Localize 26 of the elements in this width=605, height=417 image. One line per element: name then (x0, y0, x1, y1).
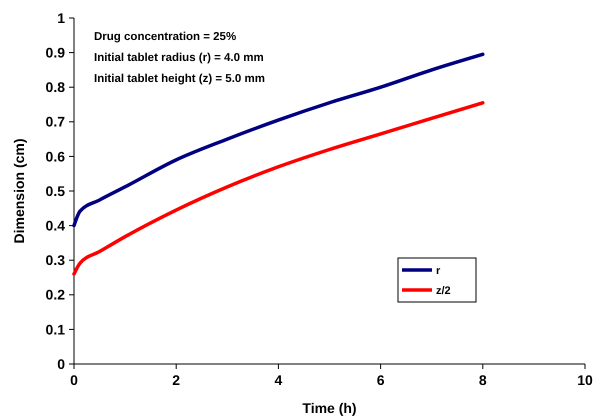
y-tick-label: 0.1 (46, 321, 66, 338)
x-tick-label: 8 (478, 372, 487, 388)
y-axis-title: Dimension (cm) (11, 138, 27, 244)
legend-label: r (436, 264, 441, 277)
line-series (72, 101, 485, 276)
y-tick-label: 0.5 (46, 182, 66, 199)
x-tick-label: 4 (274, 372, 282, 388)
y-tick-label: 0.2 (46, 286, 66, 303)
x-tick-label: 10 (577, 372, 593, 388)
y-tick-label: 1 (57, 10, 66, 26)
y-tick-label: 0.8 (46, 79, 66, 96)
x-tick-label: 0 (70, 372, 78, 388)
y-tick-label: 0 (57, 356, 66, 372)
annotation: Initial tablet height (z) = 5.0 mm (94, 73, 265, 85)
x-axis-title: Time (h) (302, 400, 357, 416)
legend-label: z/2 (436, 284, 451, 297)
y-tick-label: 0.3 (46, 252, 66, 268)
y-tick-label: 0.6 (46, 148, 66, 164)
line-series (72, 52, 485, 228)
x-tick-label: 6 (376, 372, 385, 388)
y-tick-label: 0.4 (46, 218, 66, 234)
y-tick-label: 0.9 (46, 44, 66, 60)
annotation: Initial tablet radius (r) = 4.0 mm (94, 52, 264, 64)
y-tick-label: 0.7 (46, 114, 66, 130)
annotation: Drug concentration = 25% (94, 31, 236, 43)
x-tick-label: 2 (172, 372, 180, 388)
